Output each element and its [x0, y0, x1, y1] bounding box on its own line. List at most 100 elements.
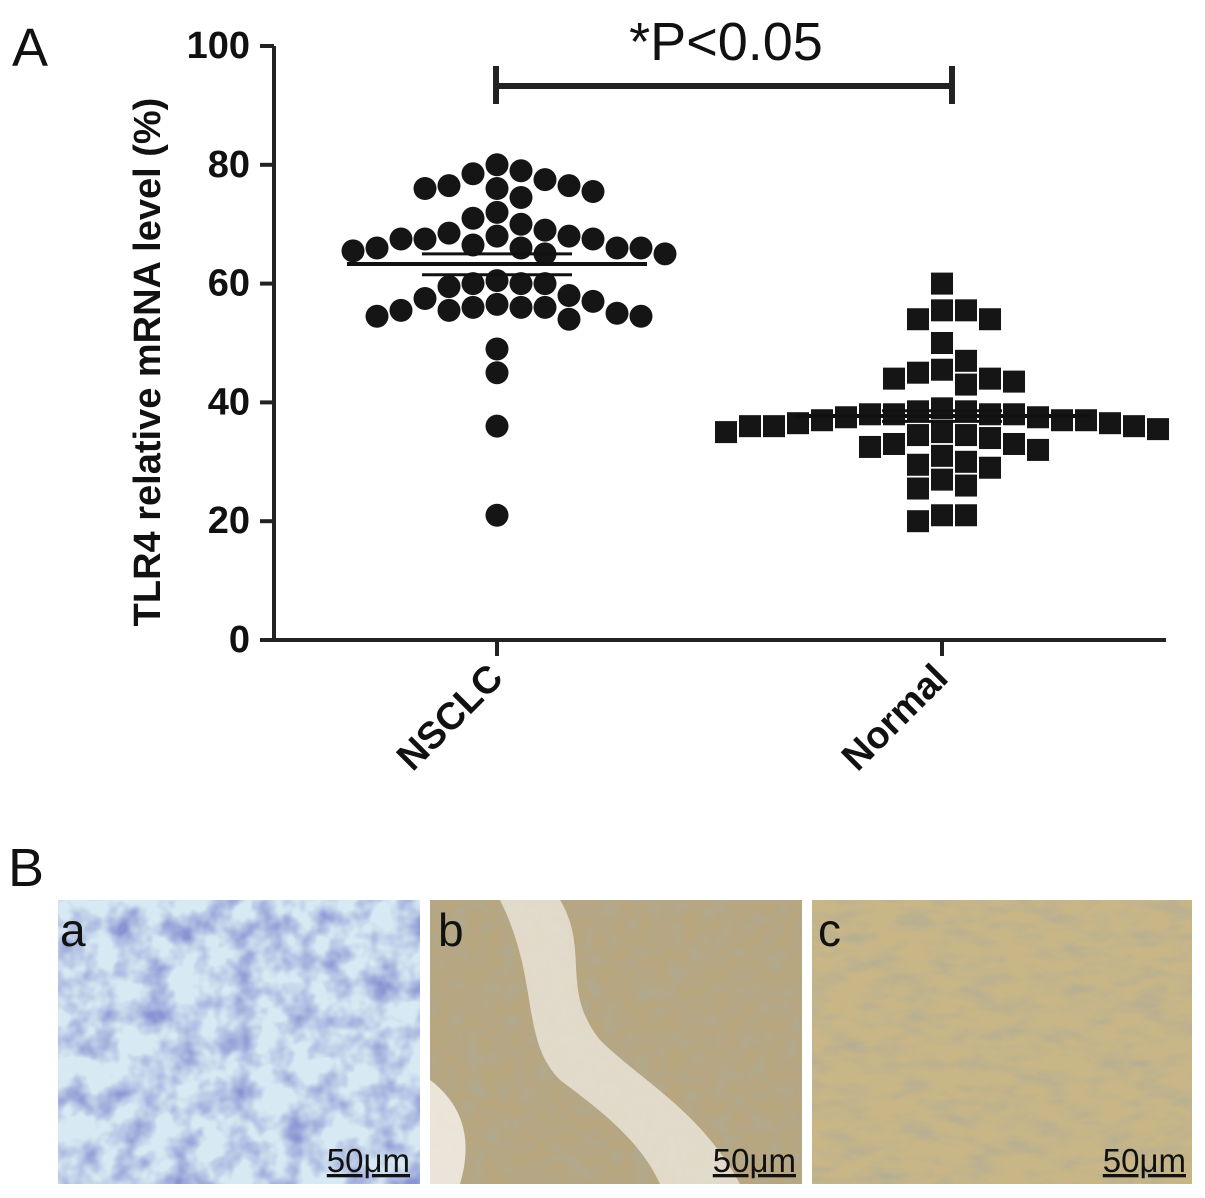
micrograph-b-lumen	[500, 900, 740, 1184]
normal-point	[979, 427, 1001, 450]
micrograph-b: b 50μm	[430, 900, 802, 1184]
nsclc-point	[485, 153, 509, 177]
normal-point	[955, 373, 977, 396]
nsclc-point	[557, 224, 581, 248]
normal-point	[931, 421, 953, 444]
nsclc-point	[485, 503, 509, 527]
normal-point	[907, 477, 929, 500]
nsclc-point	[629, 304, 653, 328]
micrograph-c-label: c	[818, 904, 841, 956]
panel-a-label: A	[12, 18, 48, 78]
nsclc-point	[461, 272, 485, 296]
nsclc-point	[437, 275, 461, 299]
nsclc-point	[509, 236, 533, 260]
panel-b-label: B	[8, 838, 44, 898]
nsclc-point	[605, 301, 629, 325]
nsclc-point	[365, 304, 389, 328]
micrograph-b-texture	[430, 900, 802, 1184]
normal-point	[907, 424, 929, 447]
normal-point	[907, 510, 929, 533]
normal-point	[883, 432, 905, 455]
x-tick-label: NSCLC	[389, 657, 511, 779]
nsclc-point	[485, 200, 509, 224]
y-tick-label: 40	[208, 381, 250, 423]
micrograph-c: c 50μm	[812, 900, 1192, 1184]
normal-point	[931, 504, 953, 527]
nsclc-point	[509, 212, 533, 236]
nsclc-point	[485, 292, 509, 316]
nsclc-point	[461, 295, 485, 319]
nsclc-point	[581, 180, 605, 204]
nsclc-point	[461, 233, 485, 257]
x-ticks: NSCLC Normal	[389, 640, 956, 779]
micrograph-b-lumen-corner	[430, 1080, 466, 1184]
normal-point	[955, 504, 977, 527]
normal-point	[907, 308, 929, 331]
nsclc-point	[485, 361, 509, 385]
nsclc-point	[509, 159, 533, 183]
nsclc-point	[533, 295, 557, 319]
nsclc-point	[581, 227, 605, 251]
significance-bracket	[493, 66, 955, 104]
normal-point	[931, 299, 953, 322]
nsclc-point	[509, 295, 533, 319]
significance-annotation: *P<0.05	[629, 12, 823, 72]
normal-point	[739, 415, 761, 438]
nsclc-point	[485, 337, 509, 361]
micrograph-c-texture	[812, 900, 1192, 1184]
nsclc-point	[413, 227, 437, 251]
normal-point	[1075, 409, 1097, 432]
nsclc-point	[557, 307, 581, 331]
normal-point	[955, 474, 977, 497]
nsclc-point	[485, 269, 509, 293]
normal-point	[931, 358, 953, 381]
micrograph-a: a 50μm	[58, 900, 420, 1184]
normal-point	[1147, 418, 1169, 441]
nsclc-point	[533, 218, 557, 242]
y-tick-label: 60	[208, 263, 250, 305]
normal-point	[883, 367, 905, 390]
nsclc-point	[557, 283, 581, 307]
nsclc-point	[461, 162, 485, 186]
normal-point	[931, 332, 953, 354]
micrograph-b-label: b	[438, 904, 464, 956]
nsclc-point	[533, 168, 557, 192]
normal-point	[979, 456, 1001, 479]
normal-point	[715, 421, 737, 444]
micrograph-b-scale-bar: 50μm	[713, 1142, 796, 1179]
normal-point	[1099, 412, 1121, 435]
nsclc-point	[485, 177, 509, 201]
nsclc-point	[533, 272, 557, 296]
nsclc-point	[341, 239, 365, 263]
nsclc-point	[413, 177, 437, 201]
nsclc-point	[629, 236, 653, 260]
micrograph-a-scale-bar: 50μm	[327, 1142, 410, 1179]
axes	[272, 46, 1166, 642]
normal-point	[979, 367, 1001, 390]
nsclc-point	[557, 174, 581, 198]
normal-point	[979, 308, 1001, 331]
normal-point	[859, 435, 881, 458]
normal-point	[1123, 415, 1145, 438]
normal-point	[907, 361, 929, 384]
nsclc-point	[365, 236, 389, 260]
nsclc-point	[509, 185, 533, 209]
y-tick-label: 0	[229, 619, 250, 661]
normal-point	[955, 349, 977, 372]
normal-point	[811, 409, 833, 432]
normal-point	[955, 299, 977, 322]
nsclc-point	[653, 242, 677, 266]
nsclc-point	[389, 298, 413, 322]
normal-point	[1003, 370, 1025, 393]
normal-point	[763, 415, 785, 438]
nsclc-point	[413, 286, 437, 310]
micrograph-a-texture	[58, 900, 420, 1184]
normal-point	[955, 450, 977, 473]
normal-point	[931, 397, 953, 420]
y-tick-label: 80	[208, 144, 250, 186]
nsclc-point	[389, 227, 413, 251]
normal-point	[1003, 432, 1025, 455]
nsclc-point	[437, 174, 461, 198]
micrograph-a-label: a	[60, 904, 86, 956]
